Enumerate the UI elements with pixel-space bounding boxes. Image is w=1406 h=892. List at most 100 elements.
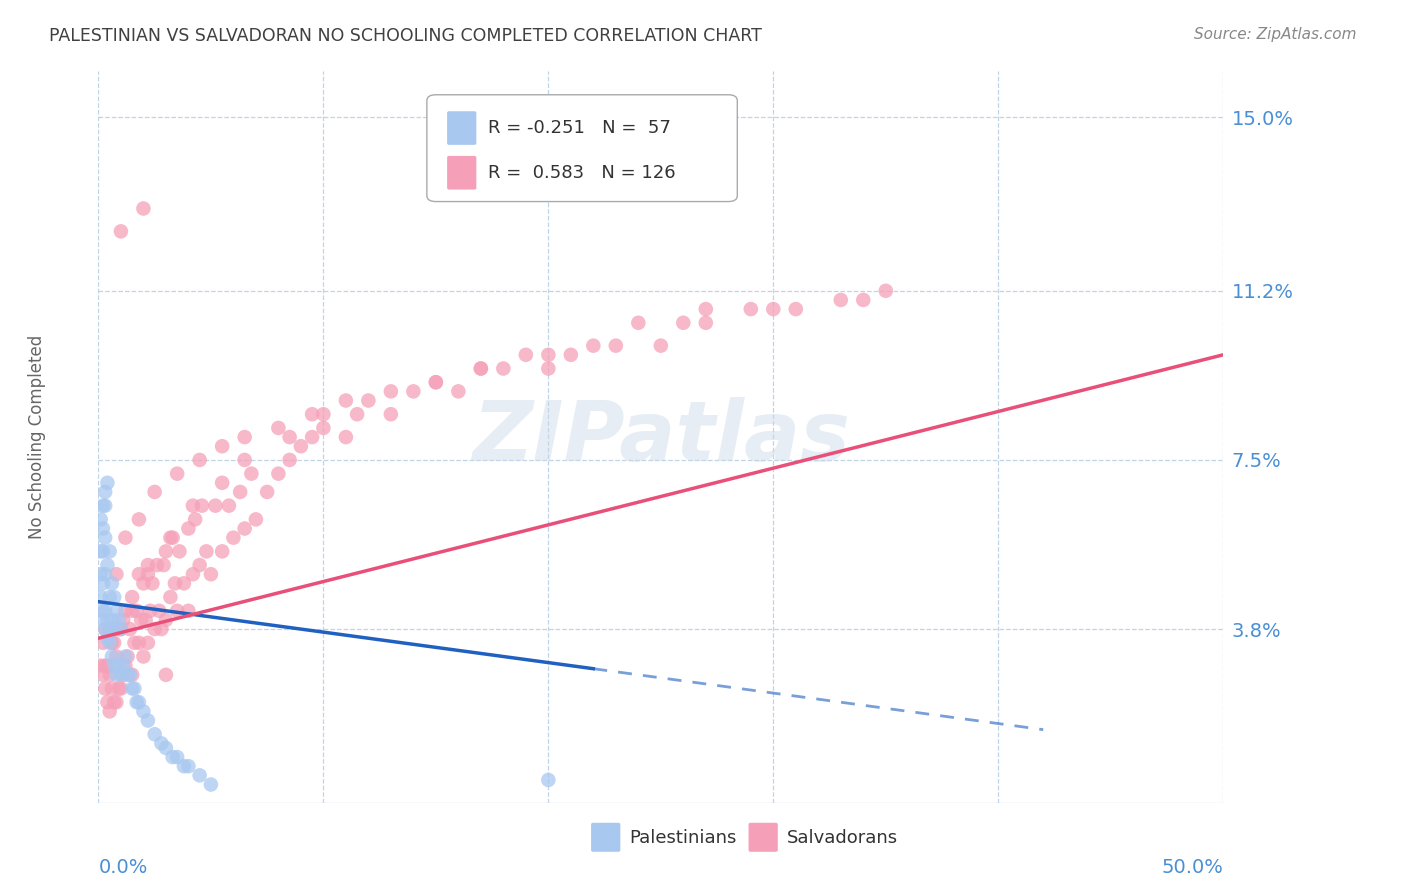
Point [380, 407, 402, 421]
Point [96, 695, 118, 709]
Point [830, 293, 852, 307]
Point [105, 667, 128, 681]
Point [94, 622, 117, 636]
Point [672, 316, 695, 330]
Point [103, 636, 125, 650]
Point [124, 636, 146, 650]
Point [256, 485, 278, 500]
FancyBboxPatch shape [591, 822, 620, 852]
Point [537, 348, 560, 362]
Point [96, 658, 118, 673]
Point [150, 736, 173, 750]
Point [492, 361, 515, 376]
Point [229, 485, 252, 500]
Point [233, 430, 256, 444]
Point [107, 681, 129, 696]
Point [195, 544, 218, 558]
Point [90, 590, 112, 604]
Point [278, 453, 301, 467]
Point [650, 338, 672, 352]
Point [135, 613, 157, 627]
Point [222, 531, 245, 545]
Text: 50.0%: 50.0% [1161, 858, 1223, 877]
Point [162, 531, 184, 545]
Text: Source: ZipAtlas.com: Source: ZipAtlas.com [1194, 27, 1357, 42]
Point [177, 604, 200, 618]
Point [91, 499, 114, 513]
Point [402, 384, 425, 399]
Point [346, 407, 368, 421]
Point [121, 590, 143, 604]
Point [98, 544, 121, 558]
Point [101, 613, 124, 627]
Point [146, 558, 169, 573]
Point [177, 759, 200, 773]
Point [132, 202, 155, 216]
Point [114, 531, 136, 545]
Point [98, 636, 121, 650]
Point [90, 544, 112, 558]
Point [148, 604, 170, 618]
Text: R =  0.583   N = 126: R = 0.583 N = 126 [488, 164, 675, 182]
Point [162, 750, 184, 764]
Point [159, 590, 181, 604]
Point [110, 681, 132, 696]
Point [94, 658, 117, 673]
Point [152, 558, 174, 573]
Point [105, 567, 128, 582]
Point [278, 430, 301, 444]
Point [107, 658, 129, 673]
Point [312, 407, 335, 421]
Point [91, 544, 114, 558]
Point [515, 348, 537, 362]
Point [184, 512, 207, 526]
Point [159, 531, 181, 545]
Point [125, 604, 148, 618]
Point [94, 499, 117, 513]
Point [103, 658, 125, 673]
Point [267, 421, 290, 435]
Point [188, 558, 211, 573]
Point [169, 544, 191, 558]
Point [124, 681, 146, 696]
Point [132, 576, 155, 591]
Point [91, 521, 114, 535]
Point [114, 604, 136, 618]
Point [118, 622, 141, 636]
Point [117, 649, 139, 664]
Point [166, 750, 188, 764]
Point [852, 293, 875, 307]
Point [245, 512, 267, 526]
Point [560, 348, 582, 362]
Point [143, 622, 166, 636]
Point [91, 667, 114, 681]
Point [96, 613, 118, 627]
Point [129, 613, 152, 627]
Point [94, 485, 117, 500]
Point [125, 695, 148, 709]
Point [98, 667, 121, 681]
Point [233, 521, 256, 535]
Point [155, 740, 177, 755]
Point [103, 590, 125, 604]
Point [335, 393, 357, 408]
Point [143, 485, 166, 500]
Point [425, 376, 447, 390]
Point [136, 636, 159, 650]
Point [200, 567, 222, 582]
Point [91, 576, 114, 591]
Point [105, 604, 128, 618]
Point [211, 544, 233, 558]
Point [117, 667, 139, 681]
Point [166, 604, 188, 618]
Point [98, 590, 121, 604]
Point [94, 681, 117, 696]
Point [143, 727, 166, 741]
Point [107, 622, 129, 636]
Point [136, 714, 159, 728]
Point [740, 302, 762, 317]
Point [107, 613, 129, 627]
Point [110, 622, 132, 636]
Point [91, 604, 114, 618]
Text: PALESTINIAN VS SALVADORAN NO SCHOOLING COMPLETED CORRELATION CHART: PALESTINIAN VS SALVADORAN NO SCHOOLING C… [49, 27, 762, 45]
